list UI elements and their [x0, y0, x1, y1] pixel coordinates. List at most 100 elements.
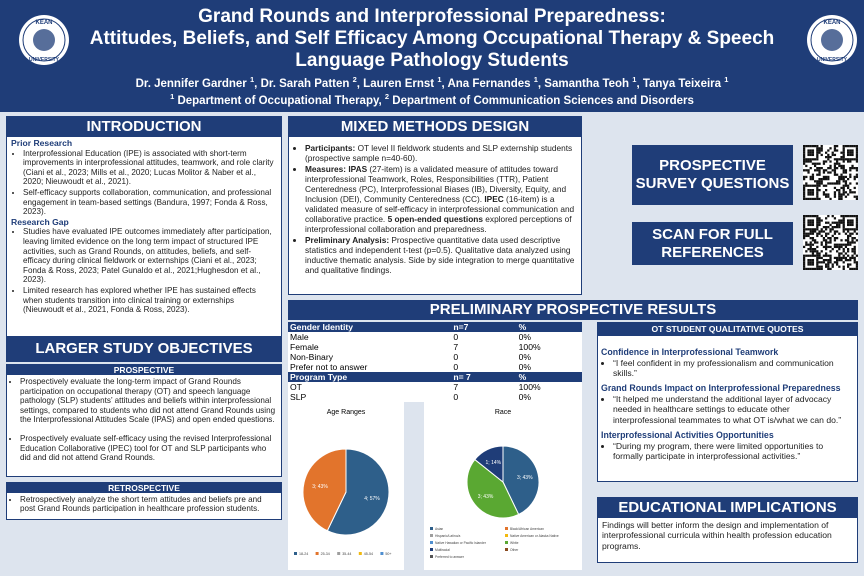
qr-module: [814, 228, 817, 231]
slice-label: 3; 43%: [478, 494, 494, 500]
qr-module: [855, 232, 858, 235]
qr-module: [833, 239, 837, 242]
qr-module: [842, 151, 845, 154]
qr-module: [849, 228, 852, 231]
qr-module: [816, 153, 819, 157]
qr-module: [818, 254, 821, 257]
qr-module: [803, 193, 806, 196]
qr-module: [818, 252, 821, 255]
legend-swatch: [430, 555, 433, 558]
legend-swatch: [315, 552, 319, 555]
qr-module: [842, 171, 845, 174]
chart-title: Race: [495, 409, 511, 416]
qr-module: [820, 182, 823, 185]
qr-module: [805, 228, 808, 231]
qr-module: [816, 265, 819, 268]
qr-module: [809, 215, 812, 218]
qr-module: [847, 160, 850, 163]
qr-module: [818, 149, 821, 152]
qr-module: [840, 259, 843, 262]
qr-module: [849, 232, 852, 235]
legend-label: Multiracial: [435, 548, 450, 552]
qr-module: [838, 221, 841, 224]
qr-module: [811, 232, 815, 235]
legend-swatch: [505, 527, 508, 530]
qr-code[interactable]: [803, 215, 858, 270]
table-cell: 100%: [518, 342, 541, 352]
qr-module: [811, 263, 815, 266]
qr-module: [807, 243, 810, 246]
qr-module: [825, 151, 828, 154]
qr-module: [840, 219, 843, 222]
qr-module: [816, 186, 819, 190]
qr-module: [807, 151, 810, 154]
qr-module: [820, 267, 823, 270]
qr-module: [811, 259, 815, 262]
qr-module: [851, 223, 854, 227]
qr-module: [827, 254, 830, 257]
title: Grand Rounds and Interprofessional Prepa…: [0, 0, 864, 72]
qr-module: [816, 158, 819, 161]
qr-module: [827, 265, 830, 268]
qr-module: [811, 239, 815, 242]
qr-module: [847, 228, 850, 231]
qr-module: [827, 156, 830, 159]
table-header-cell: Program Type: [288, 372, 452, 382]
legend-swatch: [505, 534, 508, 537]
qr-module: [814, 145, 817, 148]
section-title: PRELIMINARY PROSPECTIVE RESULTS: [288, 300, 858, 320]
qr-module: [820, 243, 823, 246]
qr-module: [809, 221, 812, 224]
logo-ring: [22, 18, 66, 62]
qr-module: [820, 234, 823, 238]
qr-module: [803, 184, 806, 187]
qr-module: [842, 226, 845, 229]
qr-module: [842, 191, 845, 194]
qr-module: [838, 256, 841, 260]
qr-module: [836, 160, 839, 163]
qr-module: [851, 215, 854, 218]
qr-module: [836, 250, 839, 253]
qr-module: [814, 158, 817, 161]
qr-module: [803, 145, 806, 148]
qr-module: [842, 223, 845, 227]
qr-module: [820, 228, 823, 231]
qr-module: [803, 217, 806, 220]
qr-module: [809, 261, 812, 264]
bullet-list: “During my program, there were limited o…: [601, 441, 854, 462]
qr-module: [847, 221, 850, 224]
qr-module: [822, 178, 826, 181]
author-name: Lauren Ernst: [363, 77, 435, 90]
qr-module: [827, 226, 830, 229]
bullet: Self-efficacy supports collaboration, co…: [23, 188, 277, 217]
qr-module: [818, 232, 821, 235]
header: Grand Rounds and Interprofessional Prepa…: [0, 0, 864, 112]
table-cell: 0%: [518, 392, 532, 402]
qr-module: [818, 147, 821, 150]
qr-module: [849, 243, 852, 246]
qr-module: [844, 256, 848, 260]
age-chart: Age Ranges 4; 57% 3; 43% 18-24 25-34 35-44 45-…: [288, 402, 404, 570]
qr-module: [838, 243, 841, 246]
qr-module: [842, 254, 845, 257]
qr-module: [816, 169, 819, 172]
qr-module: [809, 193, 812, 196]
qr-module: [831, 215, 834, 218]
qr-module: [833, 162, 837, 165]
qr-module: [811, 219, 815, 222]
text-segment: OT level II fieldwork students and SLP e…: [305, 143, 573, 163]
slice-label: 3; 43%: [312, 484, 328, 490]
author-affiliation: 2: [352, 75, 357, 84]
qr-module: [847, 158, 850, 161]
qr-module: [827, 178, 830, 181]
qr-module: [803, 189, 806, 192]
qr-module: [847, 215, 850, 218]
qr-module: [851, 145, 854, 148]
qr-module: [820, 256, 823, 260]
pie-slice: [326, 448, 390, 536]
author: Lauren Ernst 1,: [363, 75, 448, 90]
qr-module: [833, 164, 837, 168]
qr-code[interactable]: [803, 145, 858, 200]
table-cell: 7: [453, 382, 459, 392]
